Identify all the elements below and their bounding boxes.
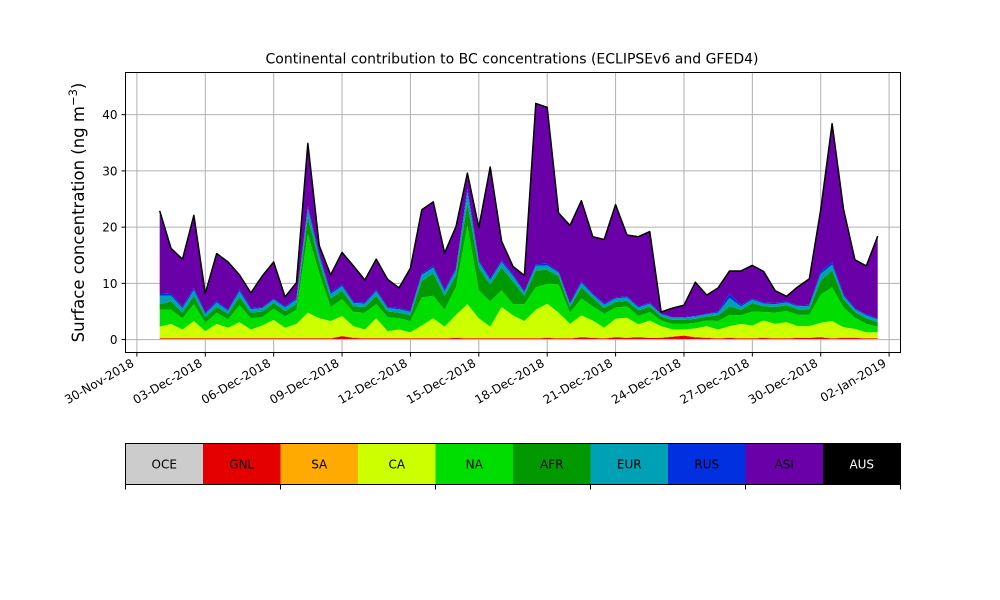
stacked-areas — [158, 102, 879, 340]
area-sa — [159, 335, 878, 339]
legend-label-ca: CA — [388, 458, 405, 472]
x-tick-label: 15-Dec-2018 — [404, 356, 478, 407]
legend-label-na: NA — [466, 458, 484, 472]
area-na — [159, 225, 878, 333]
area-rus — [159, 188, 878, 320]
x-tick-label: 30-Nov-2018 — [62, 356, 136, 407]
y-axis-label-exponent: −3 — [66, 89, 80, 106]
legend-swatch-eur — [590, 443, 669, 485]
legend-label-afr: AFR — [540, 458, 563, 472]
region-colorbar-legend: OCE GNL SA CA NA AFR EUR RUS ASI AUS — [125, 443, 901, 490]
legend-swatch-afr — [513, 443, 591, 485]
y-axis-label-main: Surface concentration (ng m — [69, 106, 88, 342]
area-oce — [159, 339, 878, 340]
x-tick-label: 18-Dec-2018 — [472, 356, 546, 407]
y-tick-label: 20 — [102, 221, 117, 235]
legend-label-rus: RUS — [694, 458, 719, 472]
legend-label-sa: SA — [311, 458, 328, 472]
legend-frame — [125, 443, 901, 485]
area-afr — [159, 202, 878, 327]
legend-label-aus: AUS — [849, 458, 874, 472]
x-tick-label: 09-Dec-2018 — [267, 356, 341, 407]
y-axis-ticks: 0 10 20 30 40 — [102, 108, 126, 347]
legend-swatch-asi — [745, 443, 824, 485]
y-axis-label: Surface concentration (ng m−3) — [66, 83, 88, 343]
y-tick-label: 0 — [110, 333, 118, 347]
legend-label-oce: OCE — [152, 458, 177, 472]
legend-swatch-rus — [668, 443, 746, 485]
legend-swatch-ca — [358, 443, 436, 485]
y-tick-label: 40 — [102, 108, 117, 122]
area-eur — [159, 191, 878, 323]
x-tick-label: 30-Dec-2018 — [746, 356, 820, 407]
x-tick-label: 12-Dec-2018 — [336, 356, 410, 407]
plot-frame — [125, 72, 901, 353]
x-tick-label: 24-Dec-2018 — [609, 356, 683, 407]
legend-swatch-na — [435, 443, 514, 485]
x-axis-ticks: 30-Nov-201803-Dec-201806-Dec-201809-Dec-… — [62, 352, 890, 407]
axes — [125, 72, 901, 353]
legend-label-asi: ASI — [775, 458, 794, 472]
y-tick-label: 10 — [102, 277, 117, 291]
legend-label-eur: EUR — [617, 458, 642, 472]
legend-label-gnl: GNL — [229, 458, 254, 472]
legend-swatch-gnl — [203, 443, 281, 485]
legend-swatch-sa — [280, 443, 359, 485]
x-tick-label: 06-Dec-2018 — [199, 356, 273, 407]
y-tick-label: 30 — [102, 164, 117, 178]
x-tick-label: 02-Jan-2019 — [818, 356, 889, 405]
area-ca — [159, 303, 878, 338]
area-asi — [159, 103, 878, 319]
legend-swatch-oce — [125, 443, 204, 485]
chart-title: Continental contribution to BC concentra… — [266, 52, 759, 68]
x-tick-label: 21-Dec-2018 — [541, 356, 615, 407]
total-line — [158, 102, 879, 313]
y-axis-label-close: ) — [69, 83, 88, 89]
x-tick-label: 27-Dec-2018 — [678, 356, 752, 407]
legend-swatch-aus — [823, 443, 901, 485]
x-tick-label: 03-Dec-2018 — [130, 356, 204, 407]
area-gnl — [159, 335, 878, 340]
